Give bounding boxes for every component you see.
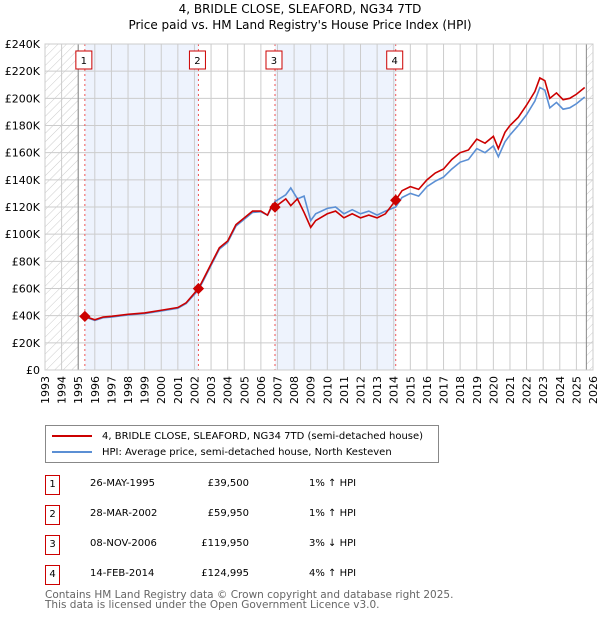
x-tick-label: 2014 (388, 376, 401, 404)
sale-marker-box (188, 50, 206, 70)
x-tick-label: 2019 (471, 376, 484, 404)
sale-marker-number: 2 (194, 56, 200, 67)
property-price-line (84, 76, 586, 321)
sale-marker-label: 4 (45, 565, 60, 585)
x-tick-label: 2010 (321, 376, 334, 404)
property-line-swatch (52, 435, 92, 437)
sale-marker-label: 3 (45, 535, 60, 555)
sale-marker-label: 1 (45, 475, 60, 495)
x-tick-label: 2001 (172, 376, 185, 404)
legend-property: 4, BRIDLE CLOSE, SLEAFORD, NG34 7TD (sem… (102, 430, 424, 442)
sale-marker-box (265, 50, 283, 70)
sale-price: £39,500 (207, 478, 249, 489)
x-tick-label: 2008 (288, 376, 301, 404)
chart-subtitle: Price paid vs. HM Land Registry's House … (128, 18, 471, 32)
x-tick-label: 2006 (255, 376, 268, 404)
transaction-row: 2 28-MAR-2002 £59,950 1% ↑ HPI (45, 505, 445, 525)
sale-point (192, 282, 205, 295)
x-tick-label: 1999 (139, 376, 152, 404)
x-tick-label: 1996 (89, 376, 102, 404)
x-tick-label: 1995 (72, 376, 85, 404)
x-tick-label: 2022 (521, 376, 534, 404)
x-tick-label: 2012 (355, 376, 368, 404)
x-tick-label: 2003 (205, 376, 218, 404)
y-tick-label: £120K (5, 201, 41, 214)
y-tick-label: £240K (5, 38, 41, 51)
x-tick-label: 2011 (338, 376, 351, 404)
sale-hpi-delta: 1% ↑ HPI (309, 478, 357, 489)
sale-date: 28-MAR-2002 (90, 508, 158, 519)
y-tick-label: £0 (26, 364, 40, 377)
sale-hpi-delta: 3% ↓ HPI (309, 538, 357, 549)
sale-marker-box (386, 50, 404, 70)
sale-price: £119,950 (201, 538, 249, 549)
sale-date: 26-MAY-1995 (90, 478, 156, 489)
sale-hpi-delta: 1% ↑ HPI (309, 508, 357, 519)
x-tick-label: 2023 (537, 376, 550, 404)
sale-date: 08-NOV-2006 (90, 538, 157, 549)
x-tick-label: 2000 (155, 376, 168, 404)
y-tick-label: £40K (12, 310, 41, 323)
x-tick-label: 2018 (454, 376, 467, 404)
x-tick-label: 1993 (39, 376, 52, 404)
x-tick-label: 2021 (504, 376, 517, 404)
x-tick-label: 2004 (222, 376, 235, 404)
footer-line1: Contains HM Land Registry data © Crown c… (45, 589, 454, 601)
sale-point (390, 194, 402, 206)
x-tick-label: 2020 (487, 376, 500, 404)
sale-price: £124,995 (201, 568, 249, 579)
price-chart: 4, BRIDLE CLOSE, SLEAFORD, NG34 7TD Pric… (5, 2, 600, 404)
legend: 4, BRIDLE CLOSE, SLEAFORD, NG34 7TD (sem… (45, 425, 439, 463)
x-tick-label: 2025 (570, 376, 583, 404)
sale-date: 14-FEB-2014 (90, 568, 155, 579)
sale-hpi-delta: 4% ↑ HPI (309, 568, 357, 579)
x-tick-label: 2002 (188, 376, 201, 404)
legend-hpi: HPI: Average price, semi-detached house,… (102, 446, 392, 458)
x-tick-label: 2007 (271, 376, 284, 404)
y-tick-label: £20K (12, 337, 41, 350)
hpi-line-swatch (52, 451, 92, 453)
y-tick-label: £80K (12, 255, 41, 268)
sale-price: £59,950 (207, 508, 249, 519)
y-tick-label: £200K (5, 92, 41, 105)
x-tick-label: 2016 (421, 376, 434, 404)
y-tick-label: £140K (5, 174, 41, 187)
x-tick-label: 2026 (587, 376, 600, 404)
footer: Contains HM Land Registry data © Crown c… (45, 589, 454, 611)
x-tick-label: 2024 (554, 376, 567, 404)
x-tick-label: 1997 (105, 376, 118, 404)
plot-border (44, 43, 594, 371)
sale-marker-number: 3 (271, 56, 277, 67)
transaction-row: 3 08-NOV-2006 £119,950 3% ↓ HPI (45, 535, 445, 555)
x-tick-label: 1998 (122, 376, 135, 404)
y-tick-label: £220K (5, 65, 41, 78)
x-tick-label: 1994 (56, 376, 69, 404)
x-tick-label: 2013 (371, 376, 384, 404)
sale-marker-box (75, 50, 93, 70)
y-tick-label: £160K (5, 147, 41, 160)
sale-marker-number: 1 (81, 56, 87, 67)
x-tick-label: 2005 (238, 376, 251, 404)
sale-point (269, 201, 281, 213)
x-tick-label: 2017 (438, 376, 451, 404)
y-tick-label: £180K (5, 120, 41, 133)
sale-marker-number: 4 (392, 56, 398, 67)
transaction-row: 4 14-FEB-2014 £124,995 4% ↑ HPI (45, 565, 445, 585)
footer-line2: This data is licensed under the Open Gov… (45, 599, 380, 611)
transaction-row: 1 26-MAY-1995 £39,500 1% ↑ HPI (45, 475, 445, 495)
x-tick-label: 2015 (404, 376, 417, 404)
y-tick-label: £60K (12, 283, 41, 296)
chart-title: 4, BRIDLE CLOSE, SLEAFORD, NG34 7TD (179, 2, 422, 16)
y-tick-label: £100K (5, 228, 41, 241)
x-tick-label: 2009 (305, 376, 318, 404)
sale-marker-label: 2 (45, 505, 60, 525)
